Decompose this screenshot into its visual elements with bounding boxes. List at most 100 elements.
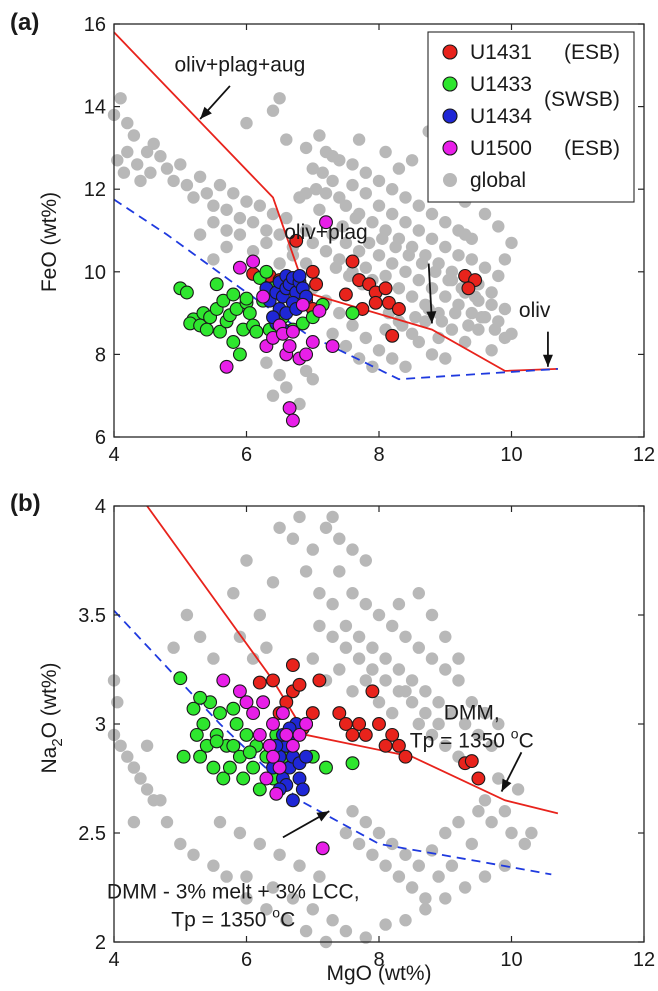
data-point-global bbox=[167, 641, 180, 654]
data-point-global bbox=[154, 794, 167, 807]
data-point-global bbox=[333, 306, 346, 320]
arrow-head bbox=[200, 106, 212, 119]
data-point-U1434 bbox=[295, 782, 310, 797]
data-point-U1433 bbox=[199, 322, 214, 337]
data-point-U1500 bbox=[266, 749, 280, 764]
data-point-U1431 bbox=[385, 328, 400, 343]
data-point-global bbox=[174, 158, 187, 171]
data-point-global bbox=[299, 565, 313, 578]
data-point-global bbox=[429, 265, 442, 278]
data-point-global bbox=[220, 203, 233, 216]
data-point-global bbox=[326, 914, 339, 927]
data-point-U1431 bbox=[368, 295, 383, 310]
data-point-global bbox=[273, 228, 286, 241]
x-tick-label: 4 bbox=[108, 949, 119, 971]
data-point-global bbox=[439, 290, 452, 303]
legend-tag: (ESB) bbox=[564, 41, 620, 64]
data-point-U1500 bbox=[256, 695, 271, 710]
data-point-global bbox=[240, 116, 253, 130]
data-point-global bbox=[260, 236, 273, 250]
data-point-global bbox=[465, 837, 478, 851]
data-point-global bbox=[472, 323, 485, 336]
data-point-U1500 bbox=[232, 260, 247, 275]
data-point-global bbox=[326, 630, 339, 643]
data-point-global bbox=[399, 630, 412, 643]
data-point-U1433 bbox=[239, 727, 254, 742]
data-point-global bbox=[425, 282, 439, 295]
data-point-U1433 bbox=[222, 760, 237, 775]
data-point-global bbox=[439, 663, 452, 676]
data-point-global bbox=[445, 323, 459, 336]
data-point-U1433 bbox=[242, 745, 257, 760]
data-point-global bbox=[193, 630, 207, 643]
data-point-global bbox=[227, 587, 240, 600]
data-point-U1500 bbox=[282, 401, 297, 416]
data-point-U1500 bbox=[325, 339, 340, 354]
data-point-global bbox=[313, 129, 326, 142]
data-point-global bbox=[313, 203, 326, 216]
data-point-global bbox=[127, 129, 141, 142]
data-point-global bbox=[333, 565, 346, 578]
data-point-U1500 bbox=[285, 324, 300, 339]
data-point-U1500 bbox=[239, 695, 254, 710]
data-point-U1431 bbox=[365, 684, 380, 699]
data-point-global bbox=[445, 859, 459, 872]
data-point-U1433 bbox=[232, 347, 247, 362]
data-point-global bbox=[432, 717, 445, 731]
data-point-global bbox=[412, 859, 425, 872]
data-point-global bbox=[478, 870, 492, 883]
data-point-U1433 bbox=[189, 727, 204, 742]
annotation-text: DMM - 3% melt + 3% LCC, Tp = 1350 oC bbox=[107, 880, 360, 931]
data-point-U1500 bbox=[285, 738, 300, 753]
data-point-U1500 bbox=[285, 413, 300, 428]
data-point-global bbox=[316, 166, 329, 179]
x-tick-label: 6 bbox=[241, 949, 252, 971]
data-point-global bbox=[233, 228, 247, 241]
data-point-global bbox=[246, 216, 260, 229]
data-point-global bbox=[366, 663, 379, 676]
data-point-U1500 bbox=[256, 289, 271, 304]
data-point-global bbox=[127, 761, 141, 774]
data-point-global bbox=[240, 870, 253, 883]
data-point-U1500 bbox=[312, 304, 327, 318]
y-tick-label: 2 bbox=[95, 932, 106, 954]
data-point-U1433 bbox=[229, 302, 244, 316]
data-point-global bbox=[299, 364, 313, 378]
data-point-global bbox=[405, 290, 419, 303]
legend-box bbox=[427, 31, 635, 203]
data-point-global bbox=[452, 815, 465, 829]
data-point-U1500 bbox=[216, 673, 231, 688]
data-point-U1431 bbox=[391, 302, 406, 316]
data-point-global bbox=[425, 232, 439, 245]
data-point-U1433 bbox=[239, 291, 254, 306]
data-point-global bbox=[386, 352, 399, 365]
data-point-global bbox=[319, 245, 333, 258]
data-point-global bbox=[412, 224, 425, 237]
data-point-U1431 bbox=[289, 233, 304, 248]
data-point-global bbox=[498, 253, 512, 266]
data-point-global bbox=[240, 195, 253, 208]
data-point-U1500 bbox=[246, 706, 261, 721]
data-point-U1500 bbox=[299, 347, 314, 362]
data-point-global bbox=[233, 211, 247, 225]
data-point-global bbox=[240, 554, 253, 567]
data-point-global bbox=[306, 903, 319, 916]
legend-marker-U1434 bbox=[442, 108, 458, 124]
y-tick-label: 2.5 bbox=[78, 823, 106, 845]
data-point-global bbox=[326, 150, 339, 163]
data-point-U1500 bbox=[299, 717, 314, 731]
data-point-global bbox=[359, 554, 372, 567]
data-point-global bbox=[386, 619, 399, 633]
data-point-global bbox=[299, 924, 313, 938]
data-point-global bbox=[425, 207, 439, 221]
data-point-U1500 bbox=[305, 335, 320, 349]
data-point-global bbox=[465, 253, 478, 266]
data-point-global bbox=[273, 521, 286, 534]
data-point-global bbox=[167, 174, 180, 188]
data-point-global bbox=[313, 619, 326, 633]
data-point-global bbox=[313, 870, 326, 883]
data-point-global bbox=[273, 848, 286, 861]
data-point-U1433 bbox=[242, 306, 257, 321]
data-point-global bbox=[399, 914, 412, 927]
data-point-global bbox=[366, 216, 379, 229]
